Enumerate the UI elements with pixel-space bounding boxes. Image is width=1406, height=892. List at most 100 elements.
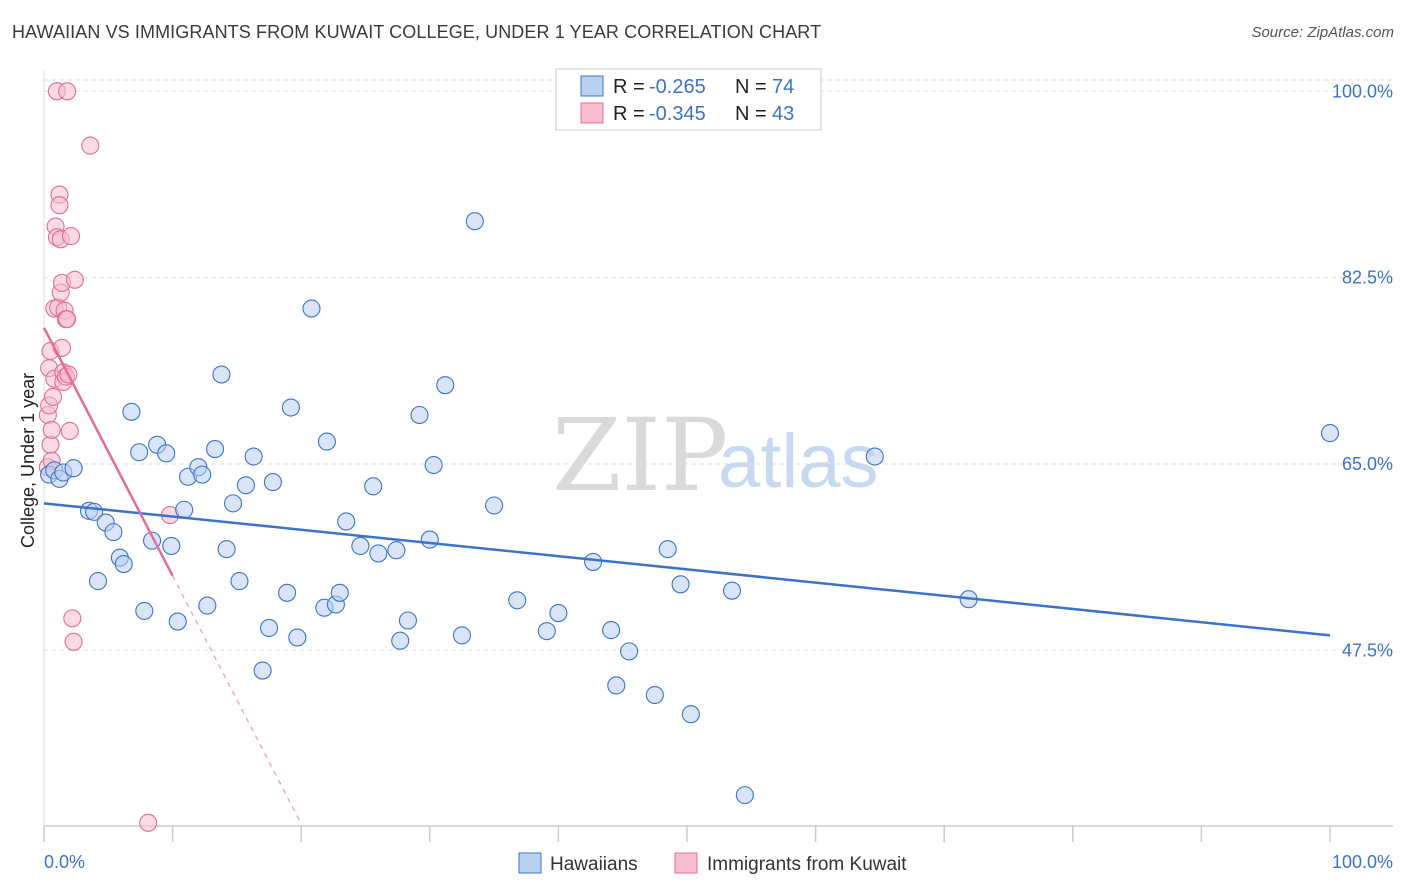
hawaiian-point bbox=[508, 591, 527, 610]
kuwait-point bbox=[43, 387, 63, 406]
hawaiian-point bbox=[317, 432, 336, 451]
hawaiian-point bbox=[175, 500, 194, 519]
series-legend: Hawaiians Immigrants from Kuwait bbox=[518, 852, 907, 875]
kuwait-point bbox=[58, 310, 77, 329]
trend-lines bbox=[42, 327, 1331, 825]
hawaiian-point bbox=[607, 676, 626, 695]
hawaiian-point bbox=[330, 583, 349, 602]
kuwait-point bbox=[42, 420, 61, 439]
x-tick-label-min: 0.0% bbox=[44, 852, 85, 872]
hawaiian-point bbox=[722, 581, 742, 600]
kuwait-point bbox=[81, 136, 100, 155]
legend-swatch-hawaiians bbox=[580, 75, 604, 97]
legend-r-label: R = bbox=[613, 76, 645, 98]
bottom-legend-swatch-hawaiians bbox=[518, 852, 542, 874]
watermark-atlas: atlas bbox=[718, 419, 879, 504]
hawaiian-point bbox=[253, 661, 272, 680]
hawaiian-point bbox=[157, 444, 176, 463]
hawaiian-point bbox=[212, 365, 231, 384]
hawaiian-point bbox=[162, 536, 181, 556]
legend-n-value: 74 bbox=[772, 76, 794, 98]
gridlines bbox=[44, 79, 1393, 651]
hawaiian-point bbox=[436, 376, 455, 395]
legend-n-label: N = bbox=[735, 76, 767, 98]
hawaiian-point bbox=[465, 212, 484, 231]
kuwait-point bbox=[65, 270, 84, 289]
kuwait-point bbox=[63, 609, 82, 628]
hawaiian-point bbox=[217, 540, 236, 559]
hawaiian-point bbox=[351, 536, 370, 556]
hawaiian-point bbox=[223, 494, 243, 513]
kuwait-point bbox=[52, 338, 72, 357]
legend-swatch-kuwait bbox=[580, 102, 604, 124]
bottom-legend-hawaiians: Hawaiians bbox=[550, 854, 638, 875]
hawaiian-point bbox=[122, 402, 141, 421]
correlation-legend: R = -0.265 N = 74 R = -0.345 N = 43 bbox=[555, 68, 822, 131]
x-tick-label-max: 100.0% bbox=[1332, 852, 1393, 872]
hawaiian-point bbox=[64, 459, 83, 478]
kuwait-point bbox=[64, 632, 83, 651]
kuwait-trend-extension bbox=[172, 575, 302, 825]
hawaiian-point bbox=[865, 447, 884, 466]
hawaiian-point bbox=[452, 626, 472, 645]
hawaiian-point bbox=[135, 601, 154, 620]
hawaiian-point bbox=[485, 496, 504, 515]
y-axis-label: College, Under 1 year bbox=[18, 373, 38, 548]
legend-r-label: R = bbox=[613, 103, 645, 125]
series-immigrants-from-kuwait bbox=[38, 82, 180, 832]
y-tick-label: 47.5% bbox=[1342, 640, 1393, 660]
legend-n-label: N = bbox=[735, 103, 767, 125]
hawaiian-point bbox=[130, 443, 149, 462]
hawaiian-point bbox=[602, 621, 621, 640]
series-hawaiians bbox=[40, 212, 1340, 805]
hawaiian-point bbox=[259, 618, 279, 637]
hawaiian-point bbox=[420, 530, 439, 549]
hawaiian-point bbox=[263, 473, 282, 492]
hawaiian-point bbox=[230, 572, 249, 591]
y-tick-label: 100.0% bbox=[1332, 81, 1393, 101]
hawaiian-point bbox=[549, 603, 568, 623]
hawaiian-point bbox=[114, 555, 133, 574]
hawaiian-point bbox=[236, 476, 255, 495]
kuwait-point bbox=[58, 82, 77, 101]
kuwait-point bbox=[50, 196, 69, 215]
hawaiian-point bbox=[278, 583, 297, 602]
hawaiian-point bbox=[424, 455, 443, 475]
bottom-legend-swatch-kuwait bbox=[674, 852, 698, 874]
hawaiian-point bbox=[244, 447, 263, 466]
x-ticks bbox=[43, 826, 1331, 842]
kuwait-trend-line bbox=[42, 327, 174, 577]
watermark-zip: ZIP bbox=[552, 397, 728, 514]
hawaiian-point bbox=[198, 596, 217, 615]
hawaiian-point bbox=[302, 299, 321, 318]
hawaiian-point bbox=[658, 540, 677, 559]
hawaiian-point bbox=[387, 541, 406, 560]
legend-n-value: 43 bbox=[772, 103, 794, 125]
hawaiian-point bbox=[410, 405, 429, 425]
chart-title: HAWAIIAN VS IMMIGRANTS FROM KUWAIT COLLE… bbox=[12, 22, 822, 42]
y-tick-labels: 100.0% 82.5% 65.0% 47.5% bbox=[1332, 81, 1393, 660]
hawaiian-point bbox=[168, 612, 187, 631]
hawaiian-point bbox=[288, 628, 307, 647]
legend-r-value: -0.265 bbox=[649, 76, 706, 98]
hawaiian-point bbox=[391, 631, 410, 650]
hawaiian-point bbox=[584, 552, 603, 571]
hawaiian-point bbox=[193, 465, 212, 484]
hawaiian-point bbox=[337, 512, 356, 531]
legend-r-value: -0.345 bbox=[649, 103, 706, 125]
hawaiian-point bbox=[88, 572, 108, 591]
hawaiian-point bbox=[1320, 424, 1340, 443]
bottom-legend-kuwait: Immigrants from Kuwait bbox=[707, 854, 907, 875]
hawaiians-trend-line bbox=[43, 502, 1331, 637]
hawaiian-point bbox=[369, 544, 388, 563]
source-label: Source: ZipAtlas.com bbox=[1251, 24, 1394, 41]
kuwait-point bbox=[139, 813, 158, 832]
hawaiian-point bbox=[281, 398, 300, 417]
hawaiian-point bbox=[104, 523, 123, 542]
hawaiian-point bbox=[537, 622, 556, 641]
hawaiian-point bbox=[645, 685, 664, 705]
kuwait-point bbox=[61, 227, 81, 246]
hawaiian-point bbox=[364, 477, 383, 496]
hawaiian-point bbox=[620, 642, 639, 661]
